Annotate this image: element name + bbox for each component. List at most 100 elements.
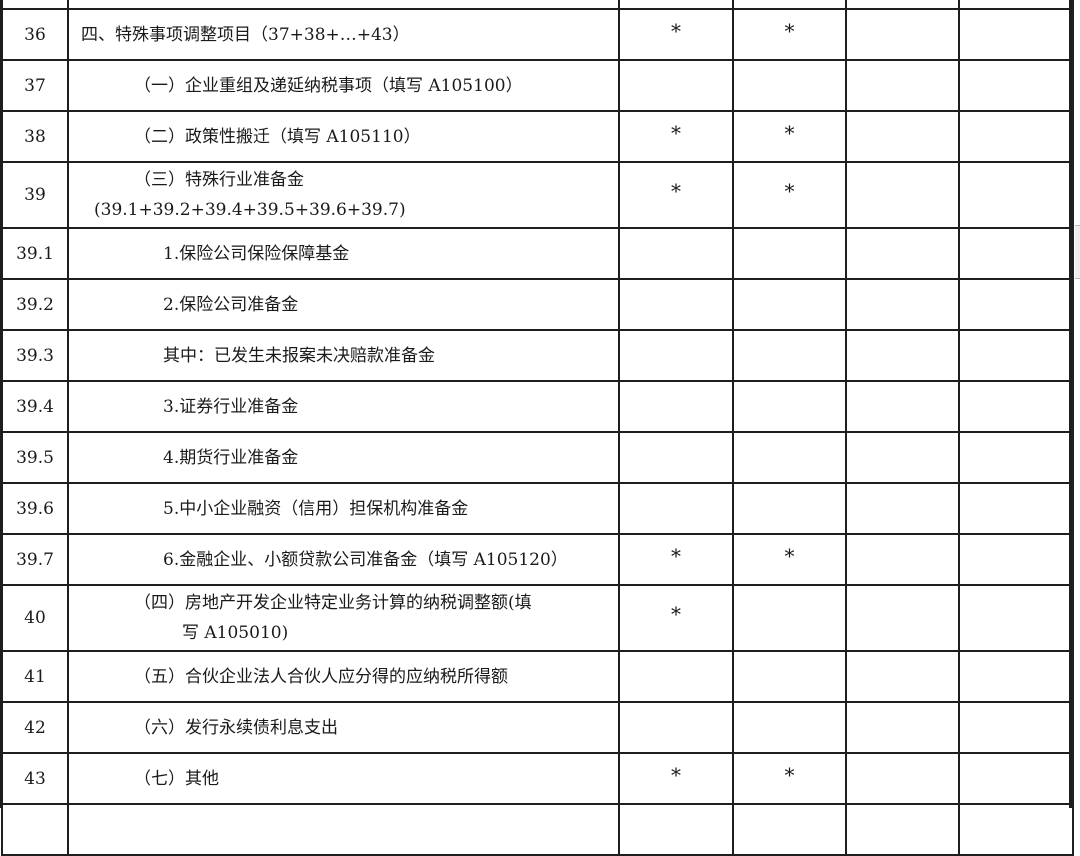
item-label: （三）特殊行业准备金 [134, 170, 304, 190]
amount-cell-2[interactable] [732, 701, 847, 754]
table-row: 39.4 3.证券行业准备金 [1, 380, 1074, 433]
amount-cell-2[interactable]: * [732, 161, 847, 229]
amount-cell-3[interactable] [845, 482, 960, 535]
amount-cell-3[interactable] [845, 227, 960, 280]
table-row: 42 （六）发行永续债利息支出 [1, 701, 1074, 754]
item-label: （二）政策性搬迁（填写 A105110） [134, 126, 421, 147]
amount-cell-4[interactable] [958, 278, 1074, 331]
amount-cell-2[interactable] [732, 278, 847, 331]
item-label: 4.期货行业准备金 [163, 447, 299, 468]
row-number: 39.2 [1, 278, 69, 331]
table-row: 39.7 6.金融企业、小额贷款公司准备金（填写 A105120） * * [1, 533, 1074, 586]
amount-cell-1[interactable] [618, 227, 734, 280]
amount-cell-1[interactable]: * [618, 110, 734, 163]
row-number: 39 [1, 161, 69, 229]
table-row: 40 （四）房地产开发企业特定业务计算的纳税调整额(填写 A105010) * [1, 584, 1074, 652]
item-label-cont: 写 A105010) [182, 623, 289, 643]
amount-cell-1[interactable]: * [618, 161, 734, 229]
amount-cell-1[interactable] [618, 650, 734, 703]
amount-cell-4[interactable] [958, 701, 1074, 754]
amount-cell-2[interactable] [732, 59, 847, 112]
amount-cell-2[interactable] [732, 380, 847, 433]
table-row: 38 （二）政策性搬迁（填写 A105110） * * [1, 110, 1074, 163]
amount-cell-2[interactable] [732, 584, 847, 652]
amount-cell-1[interactable] [618, 380, 734, 433]
amount-cell-4[interactable] [958, 110, 1074, 163]
amount-cell-1[interactable]: * [618, 584, 734, 652]
amount-cell-3[interactable] [845, 650, 960, 703]
amount-cell-2[interactable] [732, 650, 847, 703]
row-number: 39.1 [1, 227, 69, 280]
item-cell: 其中：已发生未报案未决赔款准备金 [67, 329, 620, 382]
amount-cell-3[interactable] [845, 380, 960, 433]
item-label: （四）房地产开发企业特定业务计算的纳税调整额(填 [134, 593, 532, 613]
amount-cell-3[interactable] [845, 533, 960, 586]
row-number: 38 [1, 110, 69, 163]
item-cell: （六）发行永续债利息支出 [67, 701, 620, 754]
amount-cell-1[interactable]: * [618, 8, 734, 61]
amount-cell-4[interactable] [958, 752, 1074, 805]
amount-cell-4[interactable] [958, 431, 1074, 484]
amount-cell-4[interactable] [958, 584, 1074, 652]
amount-cell-2[interactable]: * [732, 110, 847, 163]
table-row: 39.3 其中：已发生未报案未决赔款准备金 [1, 329, 1074, 382]
amount-cell-3[interactable] [845, 329, 960, 382]
item-label: （七）其他 [134, 768, 219, 789]
amount-cell-4[interactable] [958, 329, 1074, 382]
amount-cell-2[interactable] [732, 227, 847, 280]
row-number: 39.6 [1, 482, 69, 535]
item-cell: 1.保险公司保险保障基金 [67, 227, 620, 280]
amount-cell-3[interactable] [845, 110, 960, 163]
amount-cell-1[interactable]: * [618, 533, 734, 586]
amount-cell-3[interactable] [845, 701, 960, 754]
amount-cell-1[interactable] [618, 431, 734, 484]
amount-cell-3[interactable] [845, 752, 960, 805]
amount-cell-3[interactable] [845, 431, 960, 484]
amount-cell-2[interactable]: * [732, 8, 847, 61]
table-row: 39.6 5.中小企业融资（信用）担保机构准备金 [1, 482, 1074, 535]
item-cell: （五）合伙企业法人合伙人应分得的应纳税所得额 [67, 650, 620, 703]
table-row: 39.2 2.保险公司准备金 [1, 278, 1074, 331]
row-number: 41 [1, 650, 69, 703]
row-number: 42 [1, 701, 69, 754]
table-row: 43 （七）其他 * * [1, 752, 1074, 805]
amount-cell-2[interactable] [732, 482, 847, 535]
amount-cell-3[interactable] [845, 584, 960, 652]
table-row: 39.1 1.保险公司保险保障基金 [1, 227, 1074, 280]
amount-cell-4[interactable] [958, 650, 1074, 703]
item-cell: （四）房地产开发企业特定业务计算的纳税调整额(填写 A105010) [67, 584, 620, 652]
amount-cell-1[interactable] [618, 701, 734, 754]
amount-cell-1[interactable] [618, 278, 734, 331]
item-label: （六）发行永续债利息支出 [134, 717, 338, 738]
amount-cell-4[interactable] [958, 59, 1074, 112]
amount-cell-4[interactable] [958, 533, 1074, 586]
amount-cell-1[interactable] [618, 482, 734, 535]
row-number: 36 [1, 8, 69, 61]
row-number: 43 [1, 752, 69, 805]
amount-cell-4[interactable] [958, 380, 1074, 433]
amount-cell-4[interactable] [958, 161, 1074, 229]
amount-cell-4[interactable] [958, 227, 1074, 280]
amount-cell-3[interactable] [845, 59, 960, 112]
row-number: 39.5 [1, 431, 69, 484]
amount-cell-3[interactable] [845, 161, 960, 229]
amount-cell-4[interactable] [958, 482, 1074, 535]
amount-cell-4[interactable] [958, 8, 1074, 61]
amount-cell-1[interactable] [618, 59, 734, 112]
amount-cell-2[interactable] [732, 431, 847, 484]
table-row: 39 （三）特殊行业准备金 (39.1+39.2+39.4+39.5+39.6+39… [1, 161, 1074, 229]
item-label: 5.中小企业融资（信用）担保机构准备金 [163, 498, 469, 519]
amount-cell-1[interactable]: * [618, 752, 734, 805]
side-scroll-tab[interactable] [1075, 225, 1080, 279]
item-label: 四、特殊事项调整项目（37+38+…+43） [81, 24, 410, 45]
amount-cell-3[interactable] [845, 8, 960, 61]
amount-cell-2[interactable]: * [732, 752, 847, 805]
item-cell: （七）其他 [67, 752, 620, 805]
amount-cell-3[interactable] [845, 278, 960, 331]
amount-cell-2[interactable]: * [732, 533, 847, 586]
amount-cell-1[interactable] [618, 329, 734, 382]
item-cell: （一）企业重组及递延纳税事项（填写 A105100） [67, 59, 620, 112]
table-row: 39.5 4.期货行业准备金 [1, 431, 1074, 484]
amount-cell-2[interactable] [732, 329, 847, 382]
